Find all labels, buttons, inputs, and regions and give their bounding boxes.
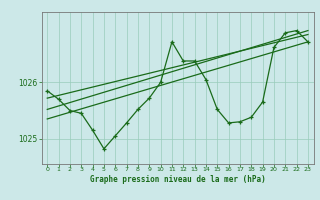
X-axis label: Graphe pression niveau de la mer (hPa): Graphe pression niveau de la mer (hPa) <box>90 175 266 184</box>
